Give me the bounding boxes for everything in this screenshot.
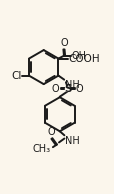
Text: O: O <box>75 84 83 94</box>
Text: COOH: COOH <box>68 54 99 64</box>
Text: NH: NH <box>64 80 79 90</box>
Text: O: O <box>48 127 55 137</box>
Text: S: S <box>63 84 71 94</box>
Text: OH: OH <box>71 51 86 61</box>
Circle shape <box>65 87 69 91</box>
Text: NH: NH <box>64 136 79 146</box>
Text: CH₃: CH₃ <box>32 144 50 153</box>
Text: O: O <box>60 38 67 48</box>
Text: Cl: Cl <box>11 71 21 81</box>
Text: O: O <box>51 84 59 94</box>
